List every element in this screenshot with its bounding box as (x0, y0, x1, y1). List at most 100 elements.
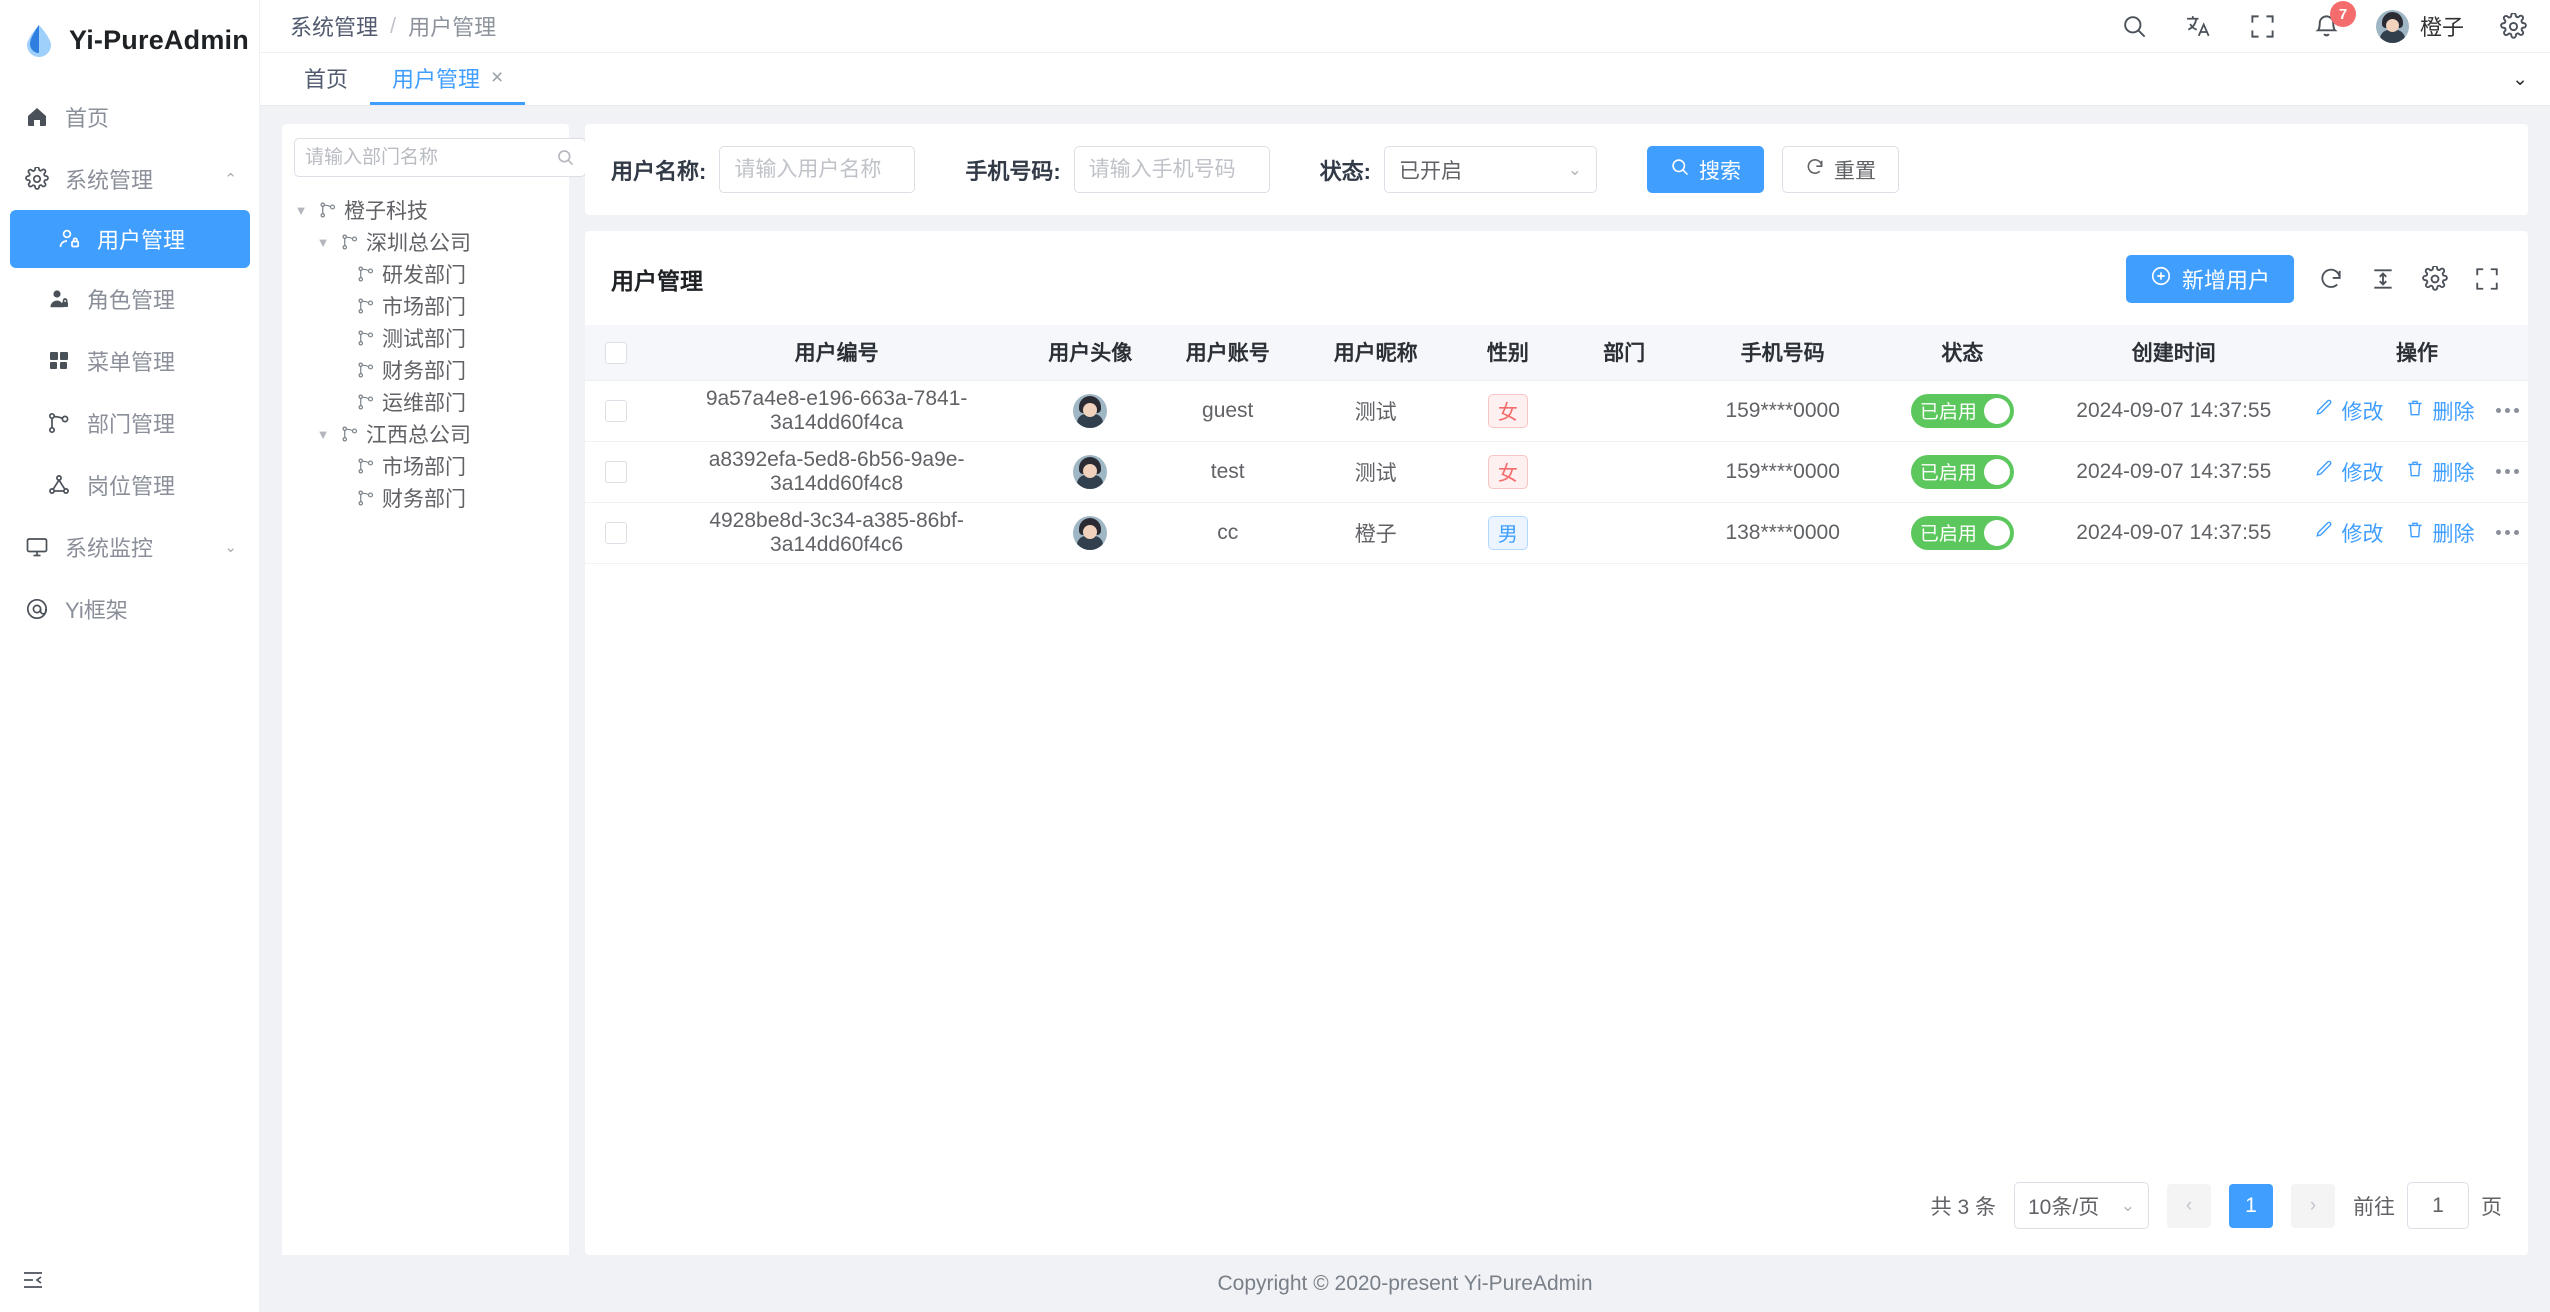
more-horizontal-icon[interactable] (2496, 469, 2520, 474)
page-number-1[interactable]: 1 (2229, 1183, 2273, 1228)
department-tree: ▼ 橙子科技 ▼ 深圳总公司 研发部门 市场 (282, 190, 569, 514)
search-button[interactable]: 搜索 (1646, 146, 1764, 193)
org-icon (356, 328, 376, 348)
filter-status-label: 状态: (1319, 158, 1371, 184)
filter-phone-label: 手机号码: (965, 158, 1061, 184)
pagination: 共 3 条 10条/页 ⌄ ‹ 1 › 前往 页 (585, 1156, 2528, 1255)
phone-input[interactable] (1088, 157, 1255, 182)
pencil-icon (2314, 398, 2334, 424)
sidebar-item-position-management[interactable]: 岗位管理 (0, 454, 259, 516)
caret-icon[interactable]: ▼ (316, 426, 330, 442)
tab-label: 首页 (304, 66, 349, 92)
sidebar-item-home[interactable]: 首页 (0, 86, 259, 148)
tab-home[interactable]: 首页 (282, 53, 370, 105)
sidebar-item-user-management[interactable]: 用户管理 (10, 210, 250, 268)
sidebar-item-label: 首页 (65, 106, 110, 131)
fullscreen-icon[interactable] (2472, 264, 2502, 294)
next-page-button[interactable]: › (2291, 1183, 2335, 1228)
table-row[interactable]: a8392efa-5ed8-6b56-9a9e-3a14dd60f4c8 tes… (585, 441, 2528, 503)
bell-icon[interactable]: 7 (2312, 1, 2356, 41)
fullscreen-icon[interactable] (2248, 11, 2278, 41)
refresh-icon[interactable] (2316, 264, 2346, 294)
prev-page-button[interactable]: ‹ (2167, 1183, 2211, 1228)
trash-icon (2405, 459, 2425, 485)
tree-node[interactable]: ▼ 橙子科技 (282, 194, 569, 226)
department-search-input-wrap[interactable] (294, 138, 586, 177)
table-row[interactable]: 4928be8d-3c34-a385-86bf-3a14dd60f4c6 cc … (585, 502, 2528, 564)
breadcrumb-separator: / (390, 13, 397, 38)
sidebar-item-system-monitor[interactable]: 系统监控 ⌄ (0, 516, 259, 578)
status-toggle-label: 已启用 (1919, 524, 1977, 545)
row-checkbox[interactable] (604, 460, 627, 483)
tree-node-label: 市场部门 (382, 296, 466, 319)
delete-label: 删除 (2432, 522, 2475, 546)
table-row[interactable]: 9a57a4e8-e196-663a-7841-3a14dd60f4ca gue… (585, 380, 2528, 442)
department-search-input[interactable] (305, 146, 550, 169)
edit-button[interactable]: 修改 (2314, 518, 2383, 548)
tree-node[interactable]: 运维部门 (282, 386, 569, 418)
select-all-checkbox[interactable] (604, 341, 627, 364)
tab-close-icon[interactable]: × (491, 65, 504, 89)
main-area: 系统管理 / 用户管理 7 (260, 0, 2550, 1312)
chevron-down-icon[interactable]: ⌄ (2512, 69, 2528, 90)
tab-user-management[interactable]: 用户管理 × (370, 53, 526, 105)
status-select[interactable]: 已开启 ⌄ (1383, 146, 1597, 193)
droplet-logo-icon (22, 23, 56, 57)
caret-icon[interactable]: ▼ (316, 234, 330, 250)
row-checkbox[interactable] (604, 521, 627, 544)
tree-node[interactable]: 财务部门 (282, 482, 569, 514)
tree-node[interactable]: 市场部门 (282, 290, 569, 322)
row-checkbox[interactable] (604, 399, 627, 422)
sidebar-item-department-management[interactable]: 部门管理 (0, 392, 259, 454)
more-horizontal-icon[interactable] (2496, 408, 2520, 413)
chevron-down-icon: ⌄ (224, 539, 237, 556)
column-settings-icon[interactable] (2420, 264, 2450, 294)
translate-icon[interactable] (2184, 11, 2214, 41)
edit-button[interactable]: 修改 (2314, 457, 2383, 487)
settings-gear-icon[interactable] (2498, 11, 2528, 41)
user-menu[interactable]: 橙子 (2375, 9, 2464, 43)
page-size-select[interactable]: 10条/页 ⌄ (2014, 1182, 2149, 1229)
cell-user-id: a8392efa-5ed8-6b56-9a9e-3a14dd60f4c8 (646, 441, 1027, 503)
delete-button[interactable]: 删除 (2405, 396, 2474, 426)
plus-circle-icon (2150, 265, 2172, 293)
status-toggle[interactable]: 已启用 (1910, 454, 2014, 489)
tree-node[interactable]: 财务部门 (282, 354, 569, 386)
user-table-card: 用户管理 新增用户 (585, 231, 2528, 1255)
delete-button[interactable]: 删除 (2405, 518, 2474, 548)
breadcrumb-parent[interactable]: 系统管理 (290, 15, 379, 40)
page-size-value: 10条/页 (2028, 1195, 2100, 1219)
sidebar-item-role-management[interactable]: 角色管理 (0, 268, 259, 330)
tree-node[interactable]: 测试部门 (282, 322, 569, 354)
node-icon (46, 472, 72, 498)
edit-button[interactable]: 修改 (2314, 396, 2383, 426)
collapse-sidebar-button[interactable] (0, 1248, 259, 1312)
reset-button[interactable]: 重置 (1781, 146, 1899, 193)
sidebar-item-system-management[interactable]: 系统管理 ⌃ (0, 148, 259, 210)
tree-node[interactable]: 研发部门 (282, 258, 569, 290)
add-user-button[interactable]: 新增用户 (2125, 255, 2294, 303)
density-icon[interactable] (2368, 264, 2398, 294)
status-toggle[interactable]: 已启用 (1910, 393, 2014, 428)
org-icon (356, 296, 376, 316)
username-input[interactable] (734, 157, 901, 182)
sidebar-item-label: 用户管理 (97, 228, 186, 253)
caret-icon[interactable]: ▼ (294, 202, 308, 218)
sidebar-item-menu-management[interactable]: 菜单管理 (0, 330, 259, 392)
tree-node[interactable]: ▼ 江西总公司 (282, 418, 569, 450)
delete-button[interactable]: 删除 (2405, 457, 2474, 487)
username-field-wrap[interactable] (719, 146, 916, 193)
search-icon[interactable] (2120, 11, 2150, 41)
tree-node[interactable]: ▼ 深圳总公司 (282, 226, 569, 258)
brand-logo[interactable]: Yi-PureAdmin (0, 0, 259, 80)
org-icon (340, 232, 360, 252)
sidebar-item-yi-framework[interactable]: Yi框架 (0, 578, 259, 640)
more-horizontal-icon[interactable] (2496, 530, 2520, 535)
jump-input[interactable] (2407, 1182, 2469, 1229)
collapse-sidebar-icon (20, 1267, 46, 1293)
tree-node[interactable]: 市场部门 (282, 450, 569, 482)
status-toggle[interactable]: 已启用 (1910, 515, 2014, 550)
cell-user-id: 4928be8d-3c34-a385-86bf-3a14dd60f4c6 (646, 502, 1027, 564)
phone-field-wrap[interactable] (1073, 146, 1270, 193)
